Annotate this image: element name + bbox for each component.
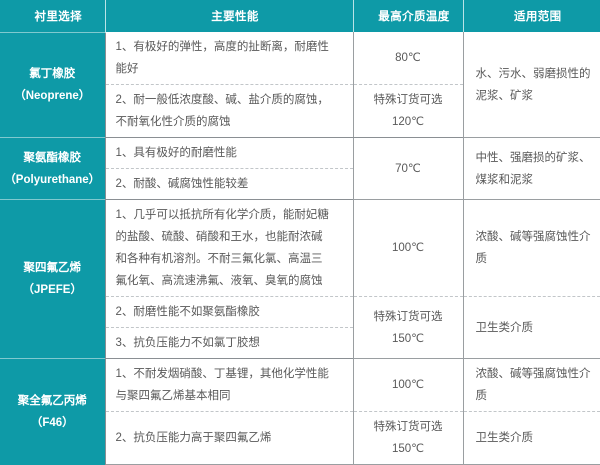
max-temp-value: 150℃ <box>391 332 425 345</box>
column-header-application: 适用范围 <box>463 0 600 32</box>
max-temp-cell: 特殊订货可选 150℃ <box>353 296 464 359</box>
max-temp-note: 特殊订货可选 <box>373 310 443 323</box>
performance-cell: 1、几乎可以抵抗所有化学介质，能耐妃糖 的盐酸、硫酸、硝酸和王水，也能耐浓碱 和… <box>105 199 354 297</box>
material-name-cn: 聚全氟乙丙烯 <box>17 394 87 407</box>
max-temp-cell: 特殊订货可选 150℃ <box>353 411 464 465</box>
performance-line: 2、抗负压能力高于聚四氟乙烯 <box>115 432 272 444</box>
performance-line: 能好 <box>115 63 139 75</box>
column-header-lining: 衬里选择 <box>0 0 106 32</box>
performance-line: 的盐酸、硫酸、硝酸和王水，也能耐浓碱 <box>115 231 323 243</box>
material-cell-f46: 聚全氟乙丙烯 （F46） <box>0 358 106 465</box>
application-line: 中性、强磨损的矿浆、 <box>475 151 591 164</box>
application-cell: 浓酸、碱等强腐蚀性介 质 <box>463 358 600 412</box>
material-name-en: （JPEFE） <box>22 284 82 296</box>
application-line: 卫生类介质 <box>475 432 534 444</box>
performance-cell: 2、耐一般低浓度酸、碱、盐介质的腐蚀， 不耐氧化性介质的腐蚀 <box>105 84 354 138</box>
max-temp-cell: 80℃ <box>353 32 464 85</box>
application-cell: 卫生类介质 <box>463 296 600 359</box>
performance-cell: 1、不耐发烟硝酸、丁基锂，其他化学性能 与聚四氟乙烯基本相同 <box>105 358 354 412</box>
column-header-performance: 主要性能 <box>105 0 354 32</box>
table-row: 聚全氟乙丙烯 （F46） 1、不耐发烟硝酸、丁基锂，其他化学性能 与聚四氟乙烯基… <box>0 358 600 465</box>
performance-line: 2、耐磨性能不如聚氨酯橡胶 <box>115 306 260 318</box>
max-temp-value: 150℃ <box>391 443 425 455</box>
application-line: 质 <box>475 253 488 265</box>
table-row: 氯丁橡胶 （Neoprene） 1、有极好的弹性，高度的扯断离，耐磨性 能好 8… <box>0 31 600 138</box>
performance-line: 2、耐一般低浓度酸、碱、盐介质的腐蚀， <box>115 94 329 106</box>
max-temp-value: 80℃ <box>395 52 421 64</box>
performance-cell: 3、抗负压能力不如氯丁胶想 <box>105 327 354 359</box>
material-name-en: （Neoprene） <box>14 89 91 102</box>
material-cell-polyurethane: 聚氨酯橡胶 （Polyurethane） <box>0 137 106 200</box>
application-cell: 中性、强磨损的矿浆、 煤浆和泥浆 <box>463 137 600 200</box>
material-name-cn: 聚氨酯橡胶 <box>23 151 82 164</box>
max-temp-cell: 特殊订货可选 120℃ <box>353 84 464 138</box>
max-temp-value: 100℃ <box>391 242 425 254</box>
max-temp-cell: 100℃ <box>353 358 464 412</box>
max-temp-value: 120℃ <box>391 116 425 128</box>
table-row: 2、耐酸、碱腐蚀性能较差 <box>0 168 600 200</box>
max-temp-note: 特殊订货可选 <box>373 421 443 433</box>
material-name-en: （F46） <box>30 416 74 429</box>
table-row: 聚氨酯橡胶 （Polyurethane） 1、具有极好的耐磨性能 70℃ 中性、… <box>0 137 600 200</box>
table-row: 聚四氟乙烯 （JPEFE） 1、几乎可以抵抗所有化学介质，能耐妃糖 的盐酸、硫酸… <box>0 199 600 359</box>
application-line: 卫生类介质 <box>475 321 534 334</box>
max-temp-cell: 100℃ <box>353 199 464 297</box>
table-row: 2、耐磨性能不如聚氨酯橡胶 特殊订货可选 150℃ 卫生类介质 <box>0 296 600 359</box>
material-name-cn: 氯丁橡胶 <box>29 67 76 80</box>
performance-line: 和各种有机溶剂。不耐三氟化氯、高温三 <box>115 253 323 265</box>
max-temp-cell: 70℃ <box>353 137 464 200</box>
column-header-max-temp: 最高介质温度 <box>353 0 464 32</box>
performance-line: 与聚四氟乙烯基本相同 <box>115 390 231 402</box>
application-line: 质 <box>475 390 488 402</box>
application-line: 水、污水、弱磨损性的 <box>475 67 591 80</box>
performance-line: 1、不耐发烟硝酸、丁基锂，其他化学性能 <box>115 368 329 380</box>
performance-line: 3、抗负压能力不如氯丁胶想 <box>115 337 260 349</box>
application-cell: 浓酸、碱等强腐蚀性介 质 <box>463 199 600 297</box>
table-header: 衬里选择 主要性能 最高介质温度 适用范围 <box>0 0 600 32</box>
table-body: 氯丁橡胶 （Neoprene） 1、有极好的弹性，高度的扯断离，耐磨性 能好 8… <box>0 31 600 465</box>
max-temp-value: 100℃ <box>391 379 425 391</box>
performance-line: 氟化氧、高流速沸氟、液氧、臭氧的腐蚀 <box>115 275 323 287</box>
performance-line: 1、具有极好的耐磨性能 <box>115 147 237 159</box>
table-row: 2、耐一般低浓度酸、碱、盐介质的腐蚀， 不耐氧化性介质的腐蚀 特殊订货可选 12… <box>0 84 600 138</box>
application-line: 泥浆、矿浆 <box>475 89 534 102</box>
table-row: 3、抗负压能力不如氯丁胶想 <box>0 327 600 359</box>
performance-line: 1、有极好的弹性，高度的扯断离，耐磨性 <box>115 41 329 53</box>
application-line: 浓酸、碱等强腐蚀性介 <box>475 368 591 380</box>
performance-line: 不耐氧化性介质的腐蚀 <box>115 116 231 128</box>
performance-cell: 1、有极好的弹性，高度的扯断离，耐磨性 能好 <box>105 32 354 85</box>
performance-cell: 2、耐磨性能不如聚氨酯橡胶 <box>105 296 354 328</box>
application-line: 浓酸、碱等强腐蚀性介 <box>475 231 591 243</box>
material-name-en: （Polyurethane） <box>4 173 101 186</box>
material-cell-jpefe: 聚四氟乙烯 （JPEFE） <box>0 199 106 359</box>
performance-cell: 2、抗负压能力高于聚四氟乙烯 <box>105 411 354 465</box>
application-line: 煤浆和泥浆 <box>475 173 534 186</box>
performance-cell: 1、具有极好的耐磨性能 <box>105 137 354 169</box>
material-name-cn: 聚四氟乙烯 <box>23 262 82 274</box>
max-temp-value: 70℃ <box>395 162 421 175</box>
table-header-row: 衬里选择 主要性能 最高介质温度 适用范围 <box>0 0 600 32</box>
material-cell-neoprene: 氯丁橡胶 （Neoprene） <box>0 31 106 138</box>
application-cell: 卫生类介质 <box>463 411 600 465</box>
performance-line: 1、几乎可以抵抗所有化学介质，能耐妃糖 <box>115 209 329 221</box>
performance-cell: 2、耐酸、碱腐蚀性能较差 <box>105 168 354 200</box>
max-temp-note: 特殊订货可选 <box>373 94 443 106</box>
performance-line: 2、耐酸、碱腐蚀性能较差 <box>115 178 249 190</box>
application-cell: 水、污水、弱磨损性的 泥浆、矿浆 <box>463 32 600 138</box>
